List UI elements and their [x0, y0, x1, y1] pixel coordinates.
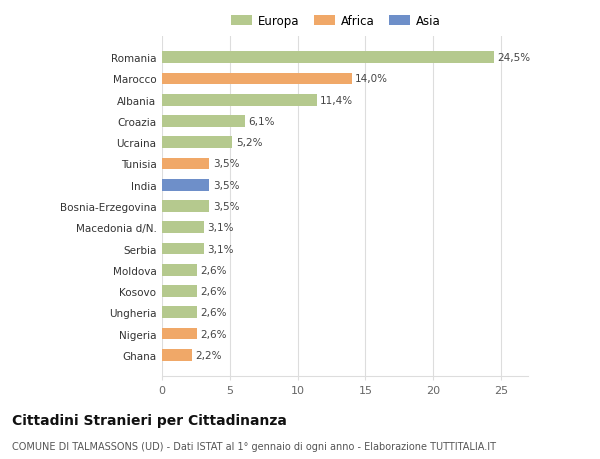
Text: Cittadini Stranieri per Cittadinanza: Cittadini Stranieri per Cittadinanza — [12, 413, 287, 427]
Text: 3,5%: 3,5% — [213, 159, 239, 169]
Bar — [162, 158, 209, 170]
Text: 3,5%: 3,5% — [213, 180, 239, 190]
Text: 14,0%: 14,0% — [355, 74, 388, 84]
Bar — [162, 95, 317, 106]
Text: 2,6%: 2,6% — [200, 265, 227, 275]
Bar — [162, 243, 204, 255]
Text: 2,2%: 2,2% — [195, 350, 222, 360]
Bar — [162, 222, 204, 234]
Text: 3,1%: 3,1% — [208, 244, 234, 254]
Text: 3,5%: 3,5% — [213, 202, 239, 212]
Text: 2,6%: 2,6% — [200, 308, 227, 318]
Text: 2,6%: 2,6% — [200, 329, 227, 339]
Text: 2,6%: 2,6% — [200, 286, 227, 297]
Bar — [162, 116, 245, 128]
Bar — [162, 179, 209, 191]
Bar — [162, 137, 232, 149]
Text: 24,5%: 24,5% — [497, 53, 530, 63]
Text: 6,1%: 6,1% — [248, 117, 275, 127]
Bar — [162, 349, 192, 361]
Text: 11,4%: 11,4% — [320, 95, 353, 106]
Bar — [162, 307, 197, 319]
Bar — [162, 264, 197, 276]
Text: COMUNE DI TALMASSONS (UD) - Dati ISTAT al 1° gennaio di ogni anno - Elaborazione: COMUNE DI TALMASSONS (UD) - Dati ISTAT a… — [12, 441, 496, 451]
Legend: Europa, Africa, Asia: Europa, Africa, Asia — [226, 11, 446, 33]
Text: 3,1%: 3,1% — [208, 223, 234, 233]
Bar — [162, 73, 352, 85]
Bar — [162, 201, 209, 213]
Bar — [162, 328, 197, 340]
Bar — [162, 52, 494, 64]
Text: 5,2%: 5,2% — [236, 138, 262, 148]
Bar — [162, 285, 197, 297]
